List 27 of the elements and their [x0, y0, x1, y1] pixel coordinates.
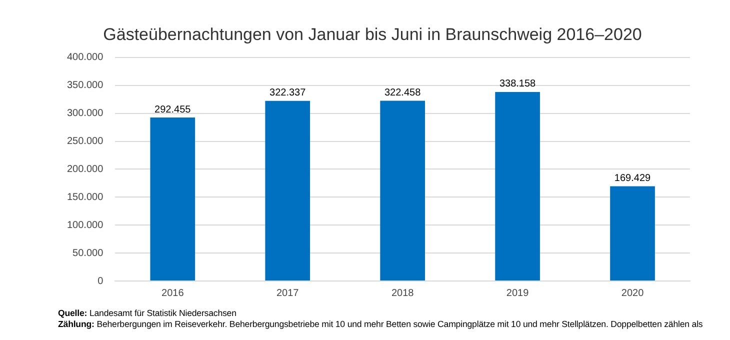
y-tick-label: 0	[98, 276, 104, 287]
bar	[495, 92, 540, 280]
data-label: 322.458	[384, 87, 422, 98]
y-tick-label: 300.000	[66, 108, 104, 120]
bar	[150, 118, 196, 280]
x-tick-label: 2019	[506, 288, 530, 299]
y-tick-label: 200.000	[66, 164, 104, 175]
data-label: 322.337	[270, 88, 306, 99]
chart-title: Gästeübernachtungen von Januar bis Juni in Braunschweig 2016–2020	[103, 24, 642, 44]
y-tick-label: 250.000	[66, 136, 104, 147]
y-tick-label: 100.000	[66, 220, 104, 231]
x-tick-label: 2016	[162, 288, 184, 299]
data-label: 169.429	[614, 173, 652, 184]
bar	[380, 100, 425, 280]
bar	[265, 100, 310, 280]
bar	[610, 186, 655, 280]
y-tick-label: 350.000	[66, 80, 104, 92]
y-tick-label: 400.000	[66, 52, 104, 64]
x-tick-label: 2018	[391, 288, 414, 299]
x-tick-label: 2017	[276, 288, 300, 299]
text: Zählung: Beherbergungen im Reiseverkehr. Beherbergungsbetriebe mit 10 und mehr Betten sowie Campingplätze mit 10 und mehr Stellplätzen. Doppelbetten zählen als	[58, 319, 703, 330]
y-tick-label: 150.000	[66, 192, 104, 203]
x-tick-label: 2020	[621, 288, 644, 299]
y-tick-label: 50.000	[72, 248, 104, 259]
data-label: 292.455	[154, 104, 192, 116]
data-label: 338.158	[499, 78, 536, 90]
source-note: Quelle: Landesamt für Statistik Niedersachsen	[58, 308, 238, 319]
